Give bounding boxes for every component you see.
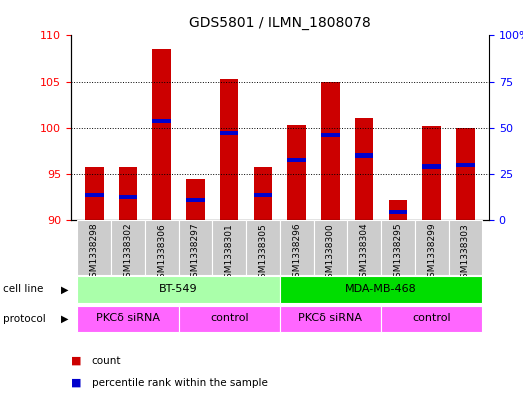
Bar bbox=[415, 220, 449, 275]
Text: BT-549: BT-549 bbox=[160, 284, 198, 294]
Text: ▶: ▶ bbox=[61, 314, 69, 324]
Text: control: control bbox=[412, 313, 451, 323]
Bar bbox=[119, 195, 137, 199]
Text: GSM1338304: GSM1338304 bbox=[360, 223, 369, 283]
Bar bbox=[85, 167, 104, 220]
Bar bbox=[186, 178, 204, 220]
Text: GSM1338296: GSM1338296 bbox=[292, 223, 301, 283]
Bar bbox=[389, 200, 407, 220]
Bar bbox=[212, 220, 246, 275]
Text: PKCδ siRNA: PKCδ siRNA bbox=[96, 313, 160, 323]
Text: GSM1338298: GSM1338298 bbox=[90, 223, 99, 283]
Bar bbox=[288, 125, 306, 220]
Bar bbox=[280, 306, 381, 332]
Text: GSM1338306: GSM1338306 bbox=[157, 223, 166, 284]
Text: GSM1338300: GSM1338300 bbox=[326, 223, 335, 284]
Text: GSM1338299: GSM1338299 bbox=[427, 223, 436, 283]
Bar bbox=[456, 163, 475, 167]
Bar bbox=[381, 306, 482, 332]
Text: GSM1338301: GSM1338301 bbox=[225, 223, 234, 284]
Bar bbox=[111, 220, 145, 275]
Text: GSM1338302: GSM1338302 bbox=[123, 223, 132, 283]
Bar bbox=[77, 276, 280, 303]
Text: ■: ■ bbox=[71, 356, 81, 366]
Text: ▶: ▶ bbox=[61, 285, 69, 294]
Text: percentile rank within the sample: percentile rank within the sample bbox=[92, 378, 267, 387]
Bar bbox=[381, 220, 415, 275]
Bar bbox=[456, 128, 475, 220]
Text: GSM1338305: GSM1338305 bbox=[258, 223, 267, 284]
Bar bbox=[389, 210, 407, 214]
Bar bbox=[280, 276, 482, 303]
Text: GSM1338295: GSM1338295 bbox=[393, 223, 402, 283]
Text: cell line: cell line bbox=[3, 285, 43, 294]
Bar bbox=[145, 220, 178, 275]
Bar bbox=[119, 167, 137, 220]
Text: GSM1338297: GSM1338297 bbox=[191, 223, 200, 283]
Bar bbox=[152, 119, 171, 123]
Bar bbox=[178, 220, 212, 275]
Bar bbox=[355, 153, 373, 158]
Bar bbox=[220, 79, 238, 220]
Bar bbox=[423, 164, 441, 169]
Bar bbox=[280, 220, 314, 275]
Bar bbox=[246, 220, 280, 275]
Bar bbox=[77, 306, 178, 332]
Bar bbox=[178, 306, 280, 332]
Text: protocol: protocol bbox=[3, 314, 46, 324]
Bar bbox=[423, 126, 441, 220]
Bar bbox=[355, 119, 373, 220]
Text: count: count bbox=[92, 356, 121, 366]
Bar bbox=[321, 133, 340, 137]
Text: MDA-MB-468: MDA-MB-468 bbox=[345, 284, 417, 294]
Text: GSM1338303: GSM1338303 bbox=[461, 223, 470, 284]
Bar bbox=[152, 49, 171, 220]
Bar bbox=[186, 198, 204, 202]
Bar bbox=[314, 220, 347, 275]
Text: PKCδ siRNA: PKCδ siRNA bbox=[299, 313, 362, 323]
Text: ■: ■ bbox=[71, 378, 81, 387]
Text: control: control bbox=[210, 313, 248, 323]
Bar bbox=[220, 131, 238, 135]
Bar bbox=[321, 82, 340, 220]
Bar bbox=[449, 220, 482, 275]
Bar bbox=[254, 167, 272, 220]
Text: GDS5801 / ILMN_1808078: GDS5801 / ILMN_1808078 bbox=[189, 16, 371, 30]
Bar bbox=[77, 220, 111, 275]
Bar bbox=[288, 158, 306, 162]
Bar bbox=[254, 193, 272, 197]
Bar bbox=[347, 220, 381, 275]
Bar bbox=[85, 193, 104, 197]
